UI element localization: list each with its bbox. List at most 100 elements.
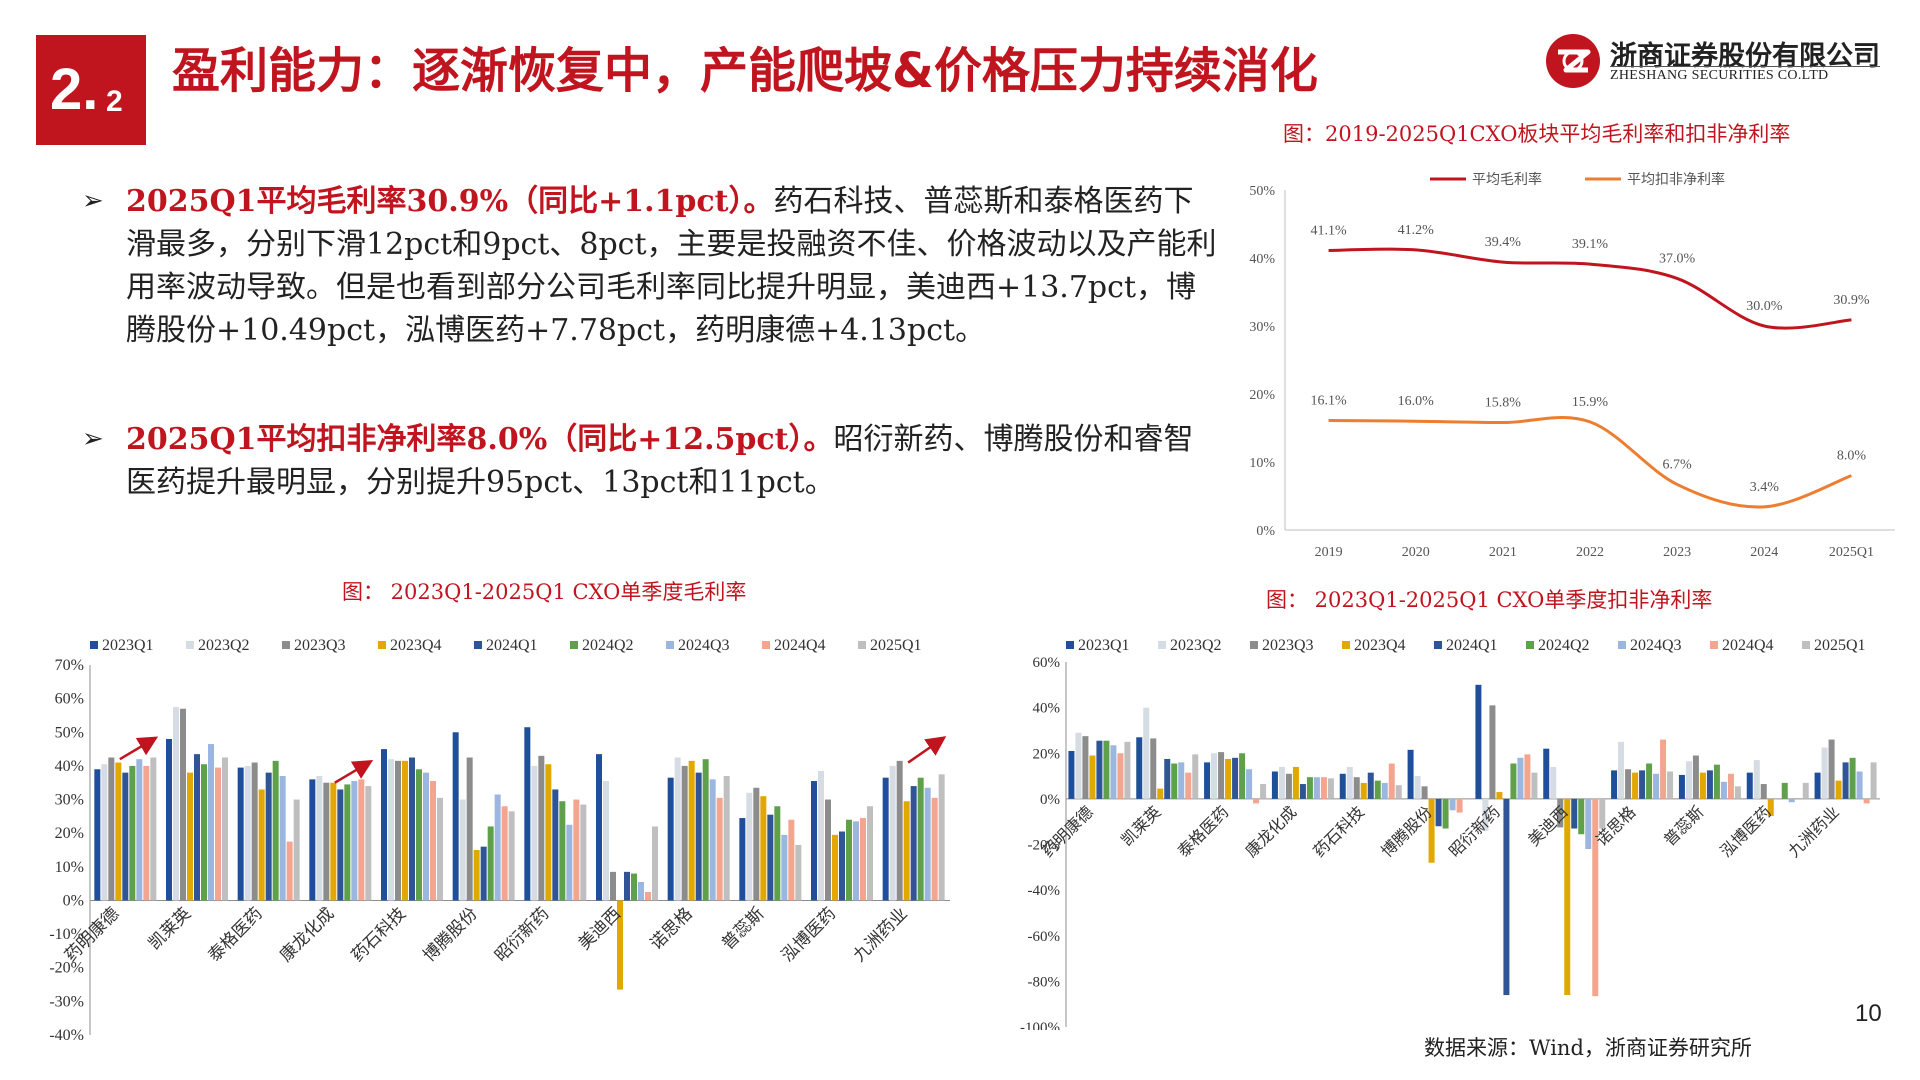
y-tick-label: 20% (1249, 388, 1275, 403)
figure-caption-annual-margins: 图：2019-2025Q1CXO板块平均毛利率和扣非净利率 (1283, 122, 1791, 146)
bar (1503, 798, 1510, 996)
bar (194, 754, 200, 901)
bar (617, 900, 623, 990)
bar (688, 760, 695, 901)
legend-label: 2024Q2 (1538, 637, 1590, 654)
y-tick-label: 20% (55, 825, 84, 842)
bar (1639, 770, 1646, 799)
bar (603, 781, 609, 901)
bar (638, 881, 644, 901)
legend-label: 2025Q1 (870, 637, 922, 654)
bar (1692, 755, 1699, 799)
page-number: 10 (1855, 1000, 1882, 1027)
bar (1653, 773, 1660, 799)
y-tick-label: 50% (55, 724, 84, 741)
bar (1211, 753, 1218, 799)
bar (501, 806, 508, 901)
category-label: 泓博医药 (778, 904, 840, 966)
bar (667, 777, 674, 901)
y-tick-label: 40% (1249, 252, 1275, 267)
y-tick-label: 50% (1249, 184, 1275, 199)
series-line-0 (1328, 247, 1852, 330)
legend-label: 2023Q2 (1170, 637, 1222, 654)
bar (437, 797, 443, 901)
bar (1496, 792, 1503, 799)
bar (1185, 772, 1192, 799)
bar (222, 757, 228, 901)
bar (1543, 748, 1550, 799)
bar (244, 765, 251, 901)
x-tick-label: 2023 (1663, 545, 1691, 560)
bar (480, 846, 487, 901)
y-tick-label: 0% (63, 892, 84, 909)
bar (1660, 739, 1667, 799)
bar (781, 834, 788, 901)
legend-label: 2023Q1 (1078, 637, 1130, 654)
bar (938, 774, 945, 901)
y-tick-label: -100% (1020, 1020, 1060, 1030)
bar (265, 772, 272, 901)
bar (753, 787, 760, 901)
legend-label: 2023Q3 (1262, 637, 1314, 654)
bar (1271, 771, 1278, 799)
bar (1821, 747, 1828, 799)
bar (1327, 778, 1334, 799)
bar (795, 844, 802, 901)
bar (524, 727, 531, 901)
bar (1611, 770, 1618, 799)
y-tick-label: 30% (55, 792, 84, 809)
y-tick-label: 10% (1249, 456, 1275, 471)
bar (1421, 786, 1428, 799)
bar (1842, 762, 1849, 799)
category-label: 博腾股份 (1378, 803, 1436, 861)
section-number-main: 2. (50, 57, 99, 122)
bar (1767, 798, 1774, 816)
legend-label: 2024Q3 (678, 637, 730, 654)
bar (1096, 740, 1103, 799)
y-tick-label: 0% (1256, 524, 1275, 539)
bar (1482, 798, 1489, 831)
bar (1232, 757, 1239, 799)
bar (459, 799, 466, 901)
bar (1727, 773, 1734, 799)
bar (1339, 773, 1346, 799)
legend-swatch (1158, 641, 1166, 649)
quarterly-net-margin-bar-chart: -100% -80% -60% -40% -20% 0% 20% 40% 60% 2023Q1 20… (1020, 637, 1880, 1030)
bar (1150, 738, 1157, 799)
bar (122, 772, 129, 901)
category-label: 康龙化成 (276, 904, 338, 966)
bar (1124, 741, 1131, 799)
bar (487, 826, 494, 901)
data-label: 41.2% (1398, 223, 1435, 238)
bar (1136, 737, 1143, 799)
bar (846, 819, 852, 901)
bullet-gross-margin: ➢ 2025Q1平均毛利率30.9%（同比+1.1pct）。药石科技、普蕊斯和泰… (82, 180, 1222, 352)
legend-label: 2024Q1 (486, 637, 538, 654)
bar (631, 873, 637, 901)
bar (1489, 705, 1496, 799)
bar (409, 757, 415, 901)
bar (166, 739, 172, 901)
bar (723, 776, 730, 901)
bar (1407, 749, 1414, 799)
y-tick-label: -20% (49, 960, 84, 977)
bar (94, 769, 101, 901)
bar (1706, 770, 1713, 799)
bar (1171, 763, 1178, 799)
bar (1585, 798, 1592, 850)
bullet-text: 药石科技、普蕊斯和泰格医药下滑最多，分别下滑12pct和9pct、8pct，主要… (126, 184, 1217, 348)
data-label: 37.0% (1659, 251, 1696, 266)
bar (1599, 798, 1606, 829)
bar (1157, 788, 1164, 799)
data-label: 3.4% (1750, 480, 1780, 495)
bar (788, 819, 795, 901)
bar (388, 759, 394, 901)
bar (1475, 684, 1482, 799)
y-tick-label: -40% (1028, 883, 1061, 899)
legend-label: 2024Q4 (1722, 637, 1774, 654)
section-number-badge: 2. 2 (36, 35, 146, 145)
legend-swatch (858, 641, 866, 649)
category-label: 凯莱英 (145, 904, 194, 953)
zheshang-logo-icon (1546, 34, 1600, 88)
bar (1068, 750, 1075, 799)
